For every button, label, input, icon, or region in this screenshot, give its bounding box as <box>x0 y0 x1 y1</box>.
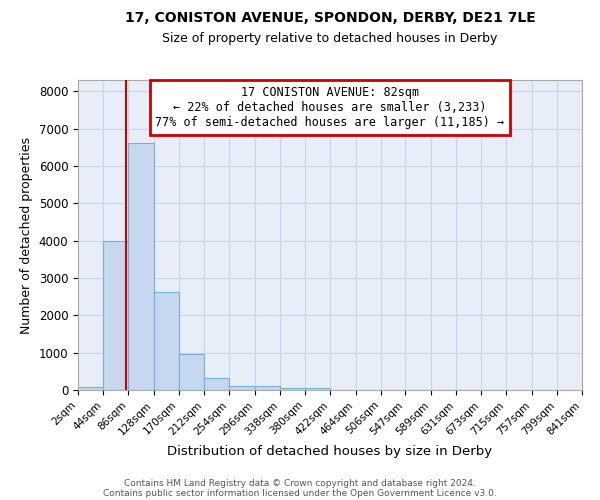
Bar <box>103 240 128 390</box>
Text: Contains public sector information licensed under the Open Government Licence v3: Contains public sector information licen… <box>103 488 497 498</box>
Bar <box>128 144 154 390</box>
Bar <box>254 386 280 390</box>
Text: Contains HM Land Registry data © Crown copyright and database right 2024.: Contains HM Land Registry data © Crown c… <box>124 478 476 488</box>
Bar <box>280 388 305 390</box>
Text: 17, CONISTON AVENUE, SPONDON, DERBY, DE21 7LE: 17, CONISTON AVENUE, SPONDON, DERBY, DE2… <box>125 11 535 25</box>
Bar <box>154 292 179 390</box>
Text: 17 CONISTON AVENUE: 82sqm
← 22% of detached houses are smaller (3,233)
77% of se: 17 CONISTON AVENUE: 82sqm ← 22% of detac… <box>155 86 505 129</box>
Bar <box>78 387 103 390</box>
Bar <box>179 354 204 390</box>
Y-axis label: Number of detached properties: Number of detached properties <box>20 136 33 334</box>
Bar <box>229 386 254 390</box>
Text: Size of property relative to detached houses in Derby: Size of property relative to detached ho… <box>163 32 497 45</box>
Bar <box>305 388 331 390</box>
Bar <box>204 378 229 390</box>
X-axis label: Distribution of detached houses by size in Derby: Distribution of detached houses by size … <box>167 445 493 458</box>
